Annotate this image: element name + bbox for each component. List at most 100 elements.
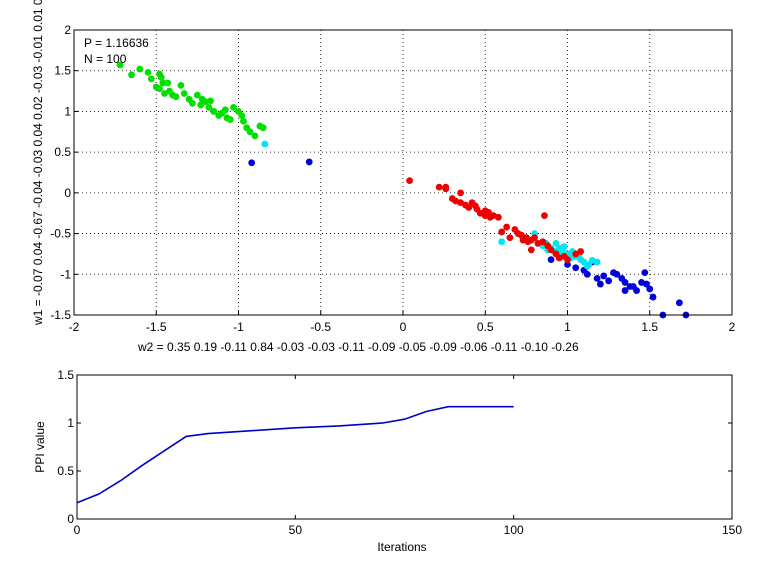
scatter-point-blue bbox=[649, 293, 657, 301]
scatter-point-green bbox=[159, 79, 167, 87]
scatter-point-green bbox=[251, 132, 259, 140]
scatter-point-blue bbox=[613, 270, 621, 278]
scatter-point-red bbox=[498, 228, 506, 236]
line-y-tick-labels: 0 0.5 1 1.5 bbox=[57, 368, 732, 526]
scatter-point-red bbox=[471, 202, 479, 210]
scatter-panel: -2 -1.5 -1 -0.5 0 0.5 1 1.5 2 -1.5-1-0.500.511.5… bbox=[31, 0, 736, 354]
scatter-point-red bbox=[435, 183, 443, 191]
scatter-point-green bbox=[246, 128, 254, 136]
line-x-label: Iterations bbox=[377, 540, 426, 554]
scatter-y-tick-label: -1.5 bbox=[50, 308, 71, 322]
scatter-point-blue bbox=[248, 159, 256, 167]
scatter-point-green bbox=[240, 117, 247, 125]
scatter-point-blue bbox=[593, 274, 601, 282]
scatter-y-tick-label: 0 bbox=[64, 186, 71, 200]
scatter-point-blue bbox=[564, 261, 571, 268]
scatter-point-red bbox=[465, 204, 473, 211]
scatter-y-tick-label: 2 bbox=[64, 23, 71, 37]
scatter-point-red bbox=[531, 234, 538, 242]
scatter-point-green bbox=[197, 101, 205, 109]
scatter-point-green bbox=[177, 81, 185, 89]
scatter-point-red bbox=[541, 212, 548, 220]
scatter-point-red bbox=[495, 213, 502, 221]
scatter-x-tick-label: 1 bbox=[564, 320, 571, 334]
scatter-x-tick-label: -0.5 bbox=[310, 320, 331, 334]
line-y-tick-label: 0.5 bbox=[57, 464, 74, 478]
scatter-y-tick-labels: -1.5 -1 -0.5 0 0.5 1 1.5 2 bbox=[50, 23, 71, 322]
scatter-point-red bbox=[527, 246, 535, 254]
scatter-point-blue bbox=[621, 287, 629, 294]
scatter-y-tick-label: 1.5 bbox=[54, 64, 71, 78]
scatter-point-cyan bbox=[498, 238, 506, 246]
line-x-tick-label: 100 bbox=[504, 523, 524, 537]
scatter-point-blue bbox=[643, 280, 650, 288]
scatter-points bbox=[116, 61, 690, 319]
scatter-y-label: w1 = -0.07 0.04 -0.67 -0.04 -0.03 0.04 0… bbox=[31, 0, 45, 326]
scatter-point-blue bbox=[597, 280, 604, 288]
line-x-tick-labels: 0 50 100 150 bbox=[74, 375, 742, 537]
annotation-p: P = 1.16636 bbox=[84, 36, 149, 50]
scatter-point-red bbox=[457, 189, 464, 197]
scatter-point-green bbox=[210, 108, 218, 115]
scatter-y-tick-label: -1 bbox=[60, 267, 71, 281]
scatter-point-green bbox=[156, 85, 163, 93]
scatter-point-green bbox=[116, 61, 124, 69]
scatter-point-blue bbox=[572, 264, 580, 272]
scatter-point-green bbox=[205, 103, 213, 111]
scatter-point-blue bbox=[605, 277, 613, 285]
scatter-point-blue bbox=[547, 256, 555, 264]
scatter-y-tick-label: -0.5 bbox=[50, 227, 71, 241]
scatter-point-red bbox=[564, 256, 571, 264]
ppi-line bbox=[76, 405, 514, 504]
scatter-point-green bbox=[164, 79, 172, 87]
scatter-point-blue bbox=[641, 269, 649, 277]
scatter-x-tick-label: -1 bbox=[233, 320, 244, 334]
scatter-point-green bbox=[223, 114, 231, 122]
scatter-point-blue bbox=[646, 285, 654, 293]
scatter-point-cyan bbox=[593, 258, 601, 266]
scatter-point-red bbox=[519, 236, 527, 244]
scatter-x-tick-label: -1.5 bbox=[146, 320, 167, 334]
scatter-point-green bbox=[238, 112, 246, 119]
line-x-tick-label: 50 bbox=[289, 523, 303, 537]
scatter-point-blue bbox=[621, 279, 629, 286]
scatter-x-tick-label: -2 bbox=[69, 320, 80, 334]
scatter-point-blue bbox=[633, 287, 640, 294]
scatter-point-green bbox=[172, 93, 180, 101]
scatter-point-cyan bbox=[552, 239, 560, 247]
scatter-point-green bbox=[207, 97, 214, 105]
scatter-point-green bbox=[147, 75, 155, 83]
line-series-group bbox=[76, 405, 514, 504]
line-x-tick-label: 150 bbox=[722, 523, 742, 537]
line-y-tick-label: 0 bbox=[67, 512, 74, 526]
scatter-point-green bbox=[193, 91, 201, 99]
line-y-label: PPI value bbox=[33, 421, 47, 473]
scatter-point-green bbox=[157, 73, 165, 81]
scatter-point-green bbox=[128, 71, 135, 79]
scatter-point-red bbox=[506, 234, 514, 242]
scatter-point-red bbox=[406, 177, 413, 185]
scatter-point-green bbox=[189, 99, 196, 107]
scatter-point-blue bbox=[675, 299, 683, 307]
scatter-point-blue bbox=[583, 270, 591, 278]
scatter-x-tick-label: 0 bbox=[400, 320, 407, 334]
line-panel: 0 50 100 150 0 0.5 1 1.5 Iterations PPI value bbox=[33, 368, 742, 554]
line-y-tick-label: 1 bbox=[67, 416, 74, 430]
scatter-point-green bbox=[136, 65, 144, 73]
scatter-point-cyan bbox=[583, 262, 591, 270]
line-x-tick-label: 0 bbox=[74, 523, 81, 537]
scatter-point-green bbox=[221, 106, 229, 114]
scatter-point-green bbox=[144, 68, 152, 76]
scatter-point-cyan bbox=[261, 140, 269, 148]
annotation-n: N = 100 bbox=[84, 52, 127, 66]
scatter-x-label: w2 = 0.35 0.19 -0.11 0.84 -0.03 -0.03 -0… bbox=[137, 340, 579, 354]
scatter-x-tick-label: 2 bbox=[729, 320, 736, 334]
scatter-plot-area bbox=[74, 30, 732, 315]
scatter-point-green bbox=[230, 103, 237, 111]
scatter-point-red bbox=[577, 248, 585, 255]
scatter-x-tick-label: 0.5 bbox=[477, 320, 494, 334]
scatter-point-red bbox=[485, 209, 492, 216]
scatter-axes-box bbox=[73, 29, 733, 316]
line-y-tick-label: 1.5 bbox=[57, 368, 74, 382]
